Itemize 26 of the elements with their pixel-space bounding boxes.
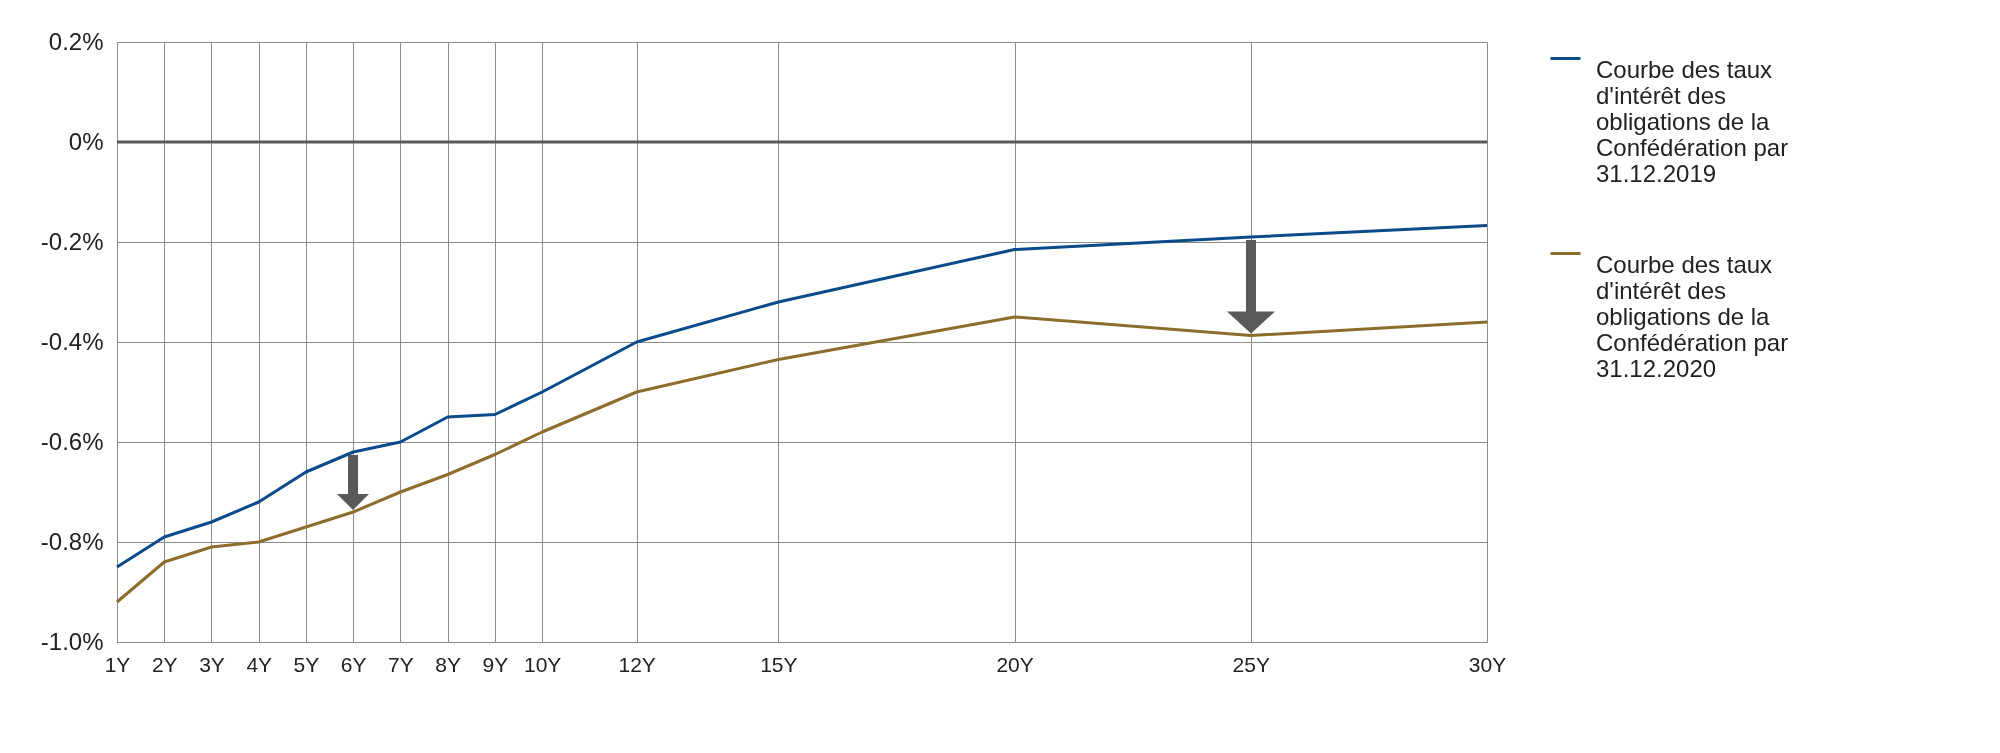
legend-label: Courbe des taux d'intérêt des obligations de la Confédération par 31.12.2019 — [1596, 55, 1789, 187]
y-tick-label: -0.4% — [40, 327, 104, 355]
x-tick-label: 30Y — [1468, 652, 1507, 676]
y-tick-label: 0.2% — [48, 27, 104, 55]
x-tick-label: 8Y — [435, 652, 462, 676]
x-tick-label: 15Y — [760, 652, 798, 676]
y-tick-label: -0.2% — [40, 227, 104, 255]
x-tick-label: 6Y — [340, 652, 367, 676]
x-tick-label: 20Y — [996, 652, 1034, 676]
y-tick-label: 0% — [68, 127, 104, 155]
x-tick-label: 10Y — [523, 652, 562, 676]
x-tick-label: 12Y — [618, 652, 656, 676]
x-tick-label: 7Y — [388, 652, 414, 676]
y-tick-label: -0.8% — [40, 527, 104, 555]
x-tick-label: 2Y — [151, 652, 178, 676]
legend-label: Courbe des taux d'intérêt des obligations de la Confédération par 31.12.2020 — [1596, 250, 1789, 382]
x-tick-label: 1Y — [104, 652, 131, 676]
y-tick-label: -1.0% — [40, 627, 104, 655]
y-tick-label: -0.6% — [40, 427, 104, 455]
x-tick-label: 9Y — [482, 652, 509, 676]
x-tick-label: 3Y — [199, 652, 225, 676]
x-tick-label: 25Y — [1232, 652, 1270, 676]
x-tick-label: 5Y — [293, 652, 320, 676]
line-series — [115, 315, 1489, 604]
x-tick-label: 4Y — [246, 652, 273, 676]
line-series — [115, 224, 1489, 569]
